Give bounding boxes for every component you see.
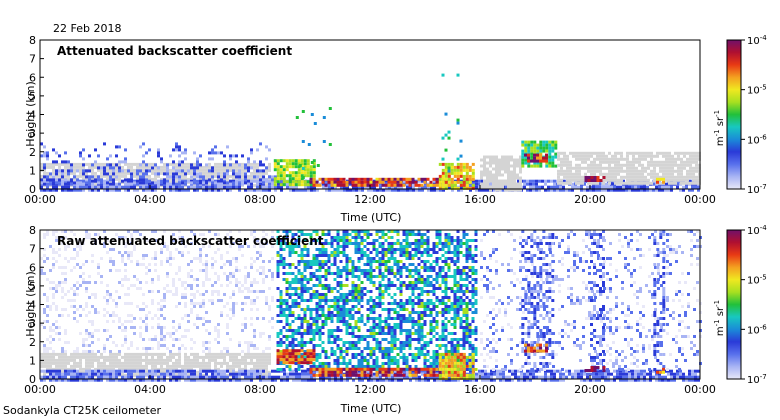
y-tick-label: 4: [29, 109, 36, 122]
cloud-layer-feature: [276, 349, 316, 365]
heatmap-attenuated-backscatter: [40, 40, 701, 192]
scattered-feature: [295, 107, 332, 179]
cloud-base-feature: [309, 367, 442, 377]
x-tick-label: 08:00: [244, 193, 276, 206]
y-tick-label: 8: [29, 224, 36, 237]
colorbar-ticks: 10-4 10-5 10-6 10-7: [741, 34, 767, 196]
y-tick-label: 0: [29, 183, 36, 196]
y-axis-label: Height (km): [24, 271, 37, 337]
noise-feature: [40, 230, 274, 353]
y-tick-label: 4: [29, 299, 36, 312]
instrument-label: Sodankyla CT25K ceilometer: [3, 404, 162, 417]
cloud-base-feature: [656, 367, 665, 374]
colorbar-tick-label: 10-6: [747, 323, 767, 336]
cloud-base-feature: [584, 366, 606, 372]
x-tick-label: 20:00: [574, 193, 606, 206]
x-tick-label: 00:00: [24, 383, 56, 396]
noise-feature: [590, 230, 605, 371]
x-tick-label: 16:00: [464, 383, 496, 396]
x-tick-label: 16:00: [464, 193, 496, 206]
panel-title-raw: Raw attenuated backscatter coefficient: [57, 234, 324, 248]
panel-attenuated-backscatter: Attenuated backscatter coefficient 0 1 2 3 4…: [24, 34, 767, 224]
x-tick-label: 04:00: [134, 193, 166, 206]
x-tick-label: 12:00: [354, 383, 386, 396]
y-tick-label: 6: [29, 71, 36, 84]
colorbar-raw: 10-4 10-5 10-6 10-7 m-1 sr-1: [713, 224, 767, 386]
colorbar-tick-label: 10-7: [747, 183, 767, 196]
y-tick-label: 3: [29, 317, 36, 330]
y-tick-label: 8: [29, 34, 36, 47]
heatmap-raw-attenuated-backscatter: [40, 230, 702, 382]
y-tick-label: 5: [29, 280, 36, 293]
cloud-base-feature: [656, 177, 665, 184]
cloud-base-feature: [524, 153, 548, 163]
colorbar-tick-label: 10-4: [747, 34, 767, 47]
scattered-feature: [441, 73, 463, 173]
y-tick-label: 7: [29, 53, 36, 66]
y-tick-label: 0: [29, 373, 36, 386]
colorbar-tick-label: 10-4: [747, 224, 767, 237]
noise-feature: [653, 230, 666, 371]
clear-sky-feature: [557, 151, 701, 185]
colorbar-attenuated: 10-4 10-5 10-6 10-7 m-1 sr-1: [713, 34, 767, 196]
aerosol-feature: [40, 142, 277, 185]
colorbar-unit-label: m-1 sr-1: [713, 300, 726, 336]
y-axis-ticks: 0 1 2 3 4 5 6 7 8: [29, 224, 44, 386]
date-label: 22 Feb 2018: [53, 22, 121, 35]
y-axis-ticks: 0 1 2 3 4 5 6 7 8: [29, 34, 44, 196]
cloud-base-feature: [524, 343, 548, 353]
x-axis-label: Time (UTC): [340, 402, 402, 415]
x-tick-label: 00:00: [684, 383, 716, 396]
y-tick-label: 1: [29, 164, 36, 177]
colorbar-tick-label: 10-5: [747, 84, 767, 97]
colorbar-tick-label: 10-5: [747, 274, 767, 287]
y-tick-label: 2: [29, 336, 36, 349]
panel-raw-attenuated-backscatter: Raw attenuated backscatter coefficient 0…: [24, 224, 767, 415]
colorbar-tick-label: 10-7: [747, 373, 767, 386]
x-axis-ticks: 00:00 04:00 08:00 12:00 16:00 20:00 00:00: [24, 185, 716, 206]
x-tick-label: 12:00: [354, 193, 386, 206]
x-axis-label: Time (UTC): [340, 211, 402, 224]
colorbar-unit-label: m-1 sr-1: [713, 110, 726, 146]
x-tick-label: 00:00: [24, 193, 56, 206]
y-tick-label: 5: [29, 90, 36, 103]
y-tick-label: 6: [29, 261, 36, 274]
y-tick-label: 7: [29, 243, 36, 256]
panel-title-attenuated: Attenuated backscatter coefficient: [57, 44, 292, 58]
colorbar-gradient: [726, 39, 742, 190]
colorbar-tick-label: 10-6: [747, 133, 767, 146]
y-tick-label: 2: [29, 146, 36, 159]
x-tick-label: 04:00: [134, 383, 166, 396]
x-tick-label: 00:00: [684, 193, 716, 206]
y-tick-label: 3: [29, 127, 36, 140]
cloud-base-feature: [584, 176, 606, 182]
x-tick-label: 20:00: [574, 383, 606, 396]
colorbar-ticks: 10-4 10-5 10-6 10-7: [741, 224, 767, 386]
x-tick-label: 08:00: [244, 383, 276, 396]
y-tick-label: 1: [29, 354, 36, 367]
x-axis-ticks: 00:00 04:00 08:00 12:00 16:00 20:00 00:00: [24, 375, 716, 396]
precipitation-feature: [438, 352, 475, 380]
noise-feature: [521, 230, 555, 371]
y-axis-label: Height (km): [24, 81, 37, 147]
clear-sky-feature: [480, 155, 522, 192]
colorbar-gradient: [726, 229, 742, 380]
